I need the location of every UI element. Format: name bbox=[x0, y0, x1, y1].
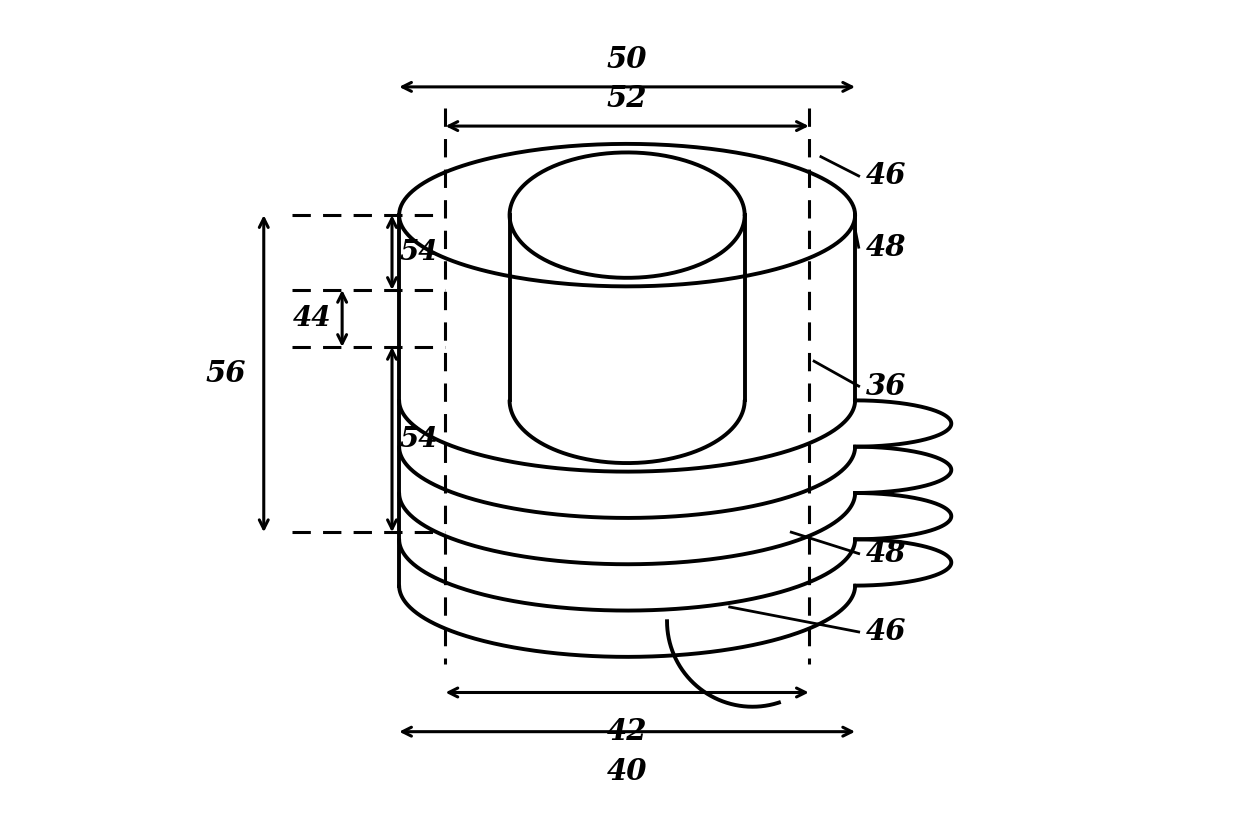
Text: 48: 48 bbox=[866, 233, 906, 262]
Text: 36: 36 bbox=[866, 372, 906, 401]
Text: 46: 46 bbox=[866, 161, 906, 191]
Text: 54: 54 bbox=[399, 426, 438, 453]
Text: 56: 56 bbox=[206, 359, 246, 388]
Text: 46: 46 bbox=[866, 618, 906, 646]
Text: 44: 44 bbox=[293, 305, 331, 332]
Text: 52: 52 bbox=[606, 84, 647, 113]
Text: 42: 42 bbox=[606, 717, 647, 747]
Text: 50: 50 bbox=[606, 45, 647, 74]
Text: 40: 40 bbox=[606, 756, 647, 786]
Text: 48: 48 bbox=[866, 539, 906, 568]
Text: 54: 54 bbox=[399, 239, 438, 266]
